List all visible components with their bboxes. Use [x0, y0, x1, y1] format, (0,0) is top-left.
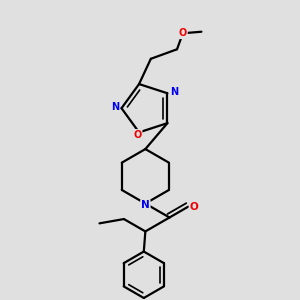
Text: O: O [190, 202, 198, 212]
Text: O: O [134, 130, 142, 140]
Text: N: N [111, 102, 119, 112]
Text: N: N [141, 200, 150, 210]
Text: N: N [170, 87, 178, 97]
Text: O: O [179, 28, 187, 38]
